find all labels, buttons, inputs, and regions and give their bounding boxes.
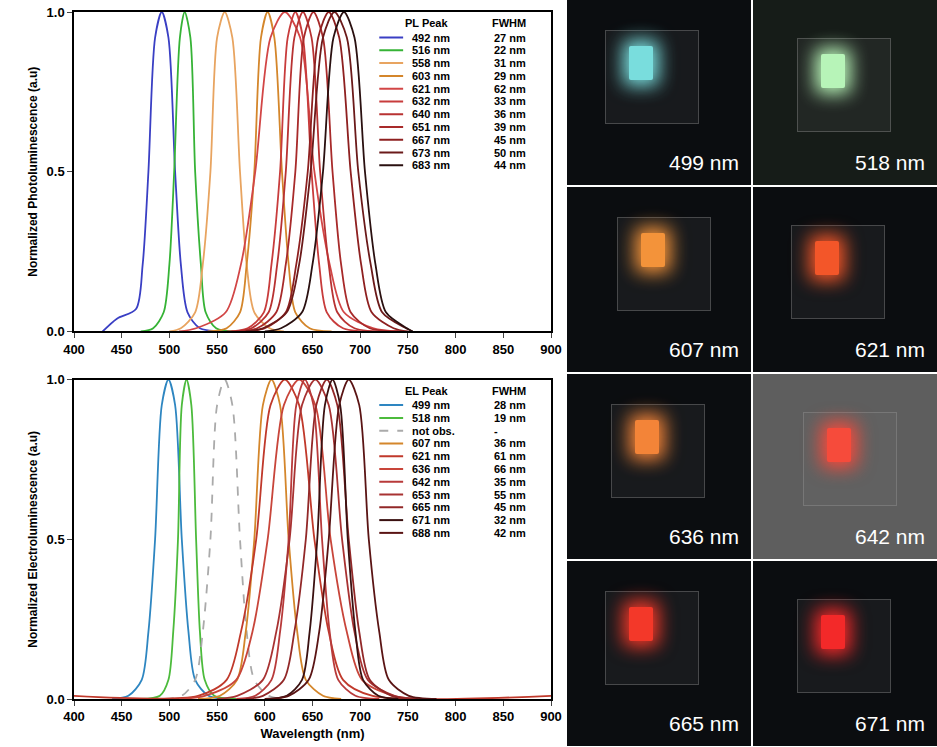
svg-text:550: 550 (206, 342, 228, 357)
svg-text:55 nm: 55 nm (494, 489, 526, 501)
svg-text:0.0: 0.0 (47, 324, 65, 339)
svg-text:653 nm: 653 nm (412, 489, 450, 501)
svg-text:36 nm: 36 nm (494, 437, 526, 449)
svg-text:19 nm: 19 nm (494, 412, 526, 424)
html-text:499 nm: 499 nm (669, 151, 739, 174)
html-text:621 nm: 621 nm (855, 338, 925, 361)
svg-text:492 nm: 492 nm (412, 32, 450, 44)
svg-text:45 nm: 45 nm (494, 134, 526, 146)
svg-text:900: 900 (540, 709, 562, 724)
html-text:671 nm: 671 nm (855, 712, 925, 735)
svg-text:450: 450 (111, 342, 133, 357)
svg-text:FWHM: FWHM (492, 385, 526, 397)
svg-text:550: 550 (206, 709, 228, 724)
svg-text:621 nm: 621 nm (412, 83, 450, 95)
html-text:636 nm: 636 nm (669, 525, 739, 548)
svg-text:600: 600 (254, 342, 276, 357)
svg-text:607 nm: 607 nm (412, 437, 450, 449)
html-text:518 nm: 518 nm (855, 151, 925, 174)
svg-text:500: 500 (159, 342, 181, 357)
svg-text:1.0: 1.0 (47, 372, 65, 387)
svg-text:-: - (494, 425, 498, 437)
svg-text:33 nm: 33 nm (494, 95, 526, 107)
svg-text:0.5: 0.5 (47, 532, 65, 547)
svg-text:632 nm: 632 nm (412, 95, 450, 107)
svg-text:66 nm: 66 nm (494, 463, 526, 475)
svg-text:650: 650 (302, 342, 324, 357)
svg-text:642 nm: 642 nm (412, 476, 450, 488)
svg-text:62 nm: 62 nm (494, 83, 526, 95)
svg-text:650: 650 (302, 709, 324, 724)
svg-text:673 nm: 673 nm (412, 147, 450, 159)
svg-text:61 nm: 61 nm (494, 450, 526, 462)
html-text:665 nm: 665 nm (669, 712, 739, 735)
svg-text:400: 400 (63, 342, 85, 357)
svg-text:516 nm: 516 nm (412, 44, 450, 56)
svg-text:800: 800 (445, 709, 467, 724)
svg-text:665 nm: 665 nm (412, 501, 450, 513)
svg-text:500: 500 (159, 709, 181, 724)
svg-text:640 nm: 640 nm (412, 108, 450, 120)
svg-text:Normalized Photoluminescence (: Normalized Photoluminescence (a.u) (26, 67, 40, 277)
svg-text:42 nm: 42 nm (494, 527, 526, 539)
svg-text:621 nm: 621 nm (412, 450, 450, 462)
svg-text:28 nm: 28 nm (494, 399, 526, 411)
svg-text:29 nm: 29 nm (494, 70, 526, 82)
svg-text:688 nm: 688 nm (412, 527, 450, 539)
svg-text:35 nm: 35 nm (494, 476, 526, 488)
svg-text:603 nm: 603 nm (412, 70, 450, 82)
svg-text:22 nm: 22 nm (494, 44, 526, 56)
svg-text:558 nm: 558 nm (412, 57, 450, 69)
svg-text:0.5: 0.5 (47, 164, 65, 179)
svg-text:FWHM: FWHM (492, 17, 526, 29)
svg-text:EL Peak: EL Peak (405, 385, 448, 397)
svg-text:not obs.: not obs. (412, 425, 455, 437)
svg-text:850: 850 (492, 709, 514, 724)
svg-text:50 nm: 50 nm (494, 147, 526, 159)
svg-text:700: 700 (349, 342, 371, 357)
svg-text:651 nm: 651 nm (412, 121, 450, 133)
svg-text:700: 700 (349, 709, 371, 724)
svg-text:600: 600 (254, 709, 276, 724)
svg-text:39 nm: 39 nm (494, 121, 526, 133)
svg-text:36 nm: 36 nm (494, 108, 526, 120)
svg-text:0.0: 0.0 (47, 692, 65, 707)
svg-text:750: 750 (397, 342, 419, 357)
svg-text:683 nm: 683 nm (412, 159, 450, 171)
html-text:607 nm: 607 nm (669, 338, 739, 361)
svg-text:32 nm: 32 nm (494, 514, 526, 526)
svg-text:450: 450 (111, 709, 133, 724)
svg-text:1.0: 1.0 (47, 5, 65, 20)
svg-text:Wavelength (nm): Wavelength (nm) (260, 726, 364, 741)
svg-text:850: 850 (492, 342, 514, 357)
svg-text:900: 900 (540, 342, 562, 357)
svg-text:44 nm: 44 nm (494, 159, 526, 171)
svg-text:Normalized Electroluminescence: Normalized Electroluminescence (a.u) (26, 431, 40, 648)
svg-text:636 nm: 636 nm (412, 463, 450, 475)
svg-text:667 nm: 667 nm (412, 134, 450, 146)
svg-text:518 nm: 518 nm (412, 412, 450, 424)
svg-text:PL Peak: PL Peak (405, 17, 448, 29)
svg-text:400: 400 (63, 709, 85, 724)
html-text:642 nm: 642 nm (855, 525, 925, 548)
svg-text:800: 800 (445, 342, 467, 357)
svg-text:31 nm: 31 nm (494, 57, 526, 69)
svg-text:750: 750 (397, 709, 419, 724)
svg-text:45 nm: 45 nm (494, 501, 526, 513)
svg-text:671 nm: 671 nm (412, 514, 450, 526)
svg-text:499 nm: 499 nm (412, 399, 450, 411)
svg-text:27 nm: 27 nm (494, 32, 526, 44)
